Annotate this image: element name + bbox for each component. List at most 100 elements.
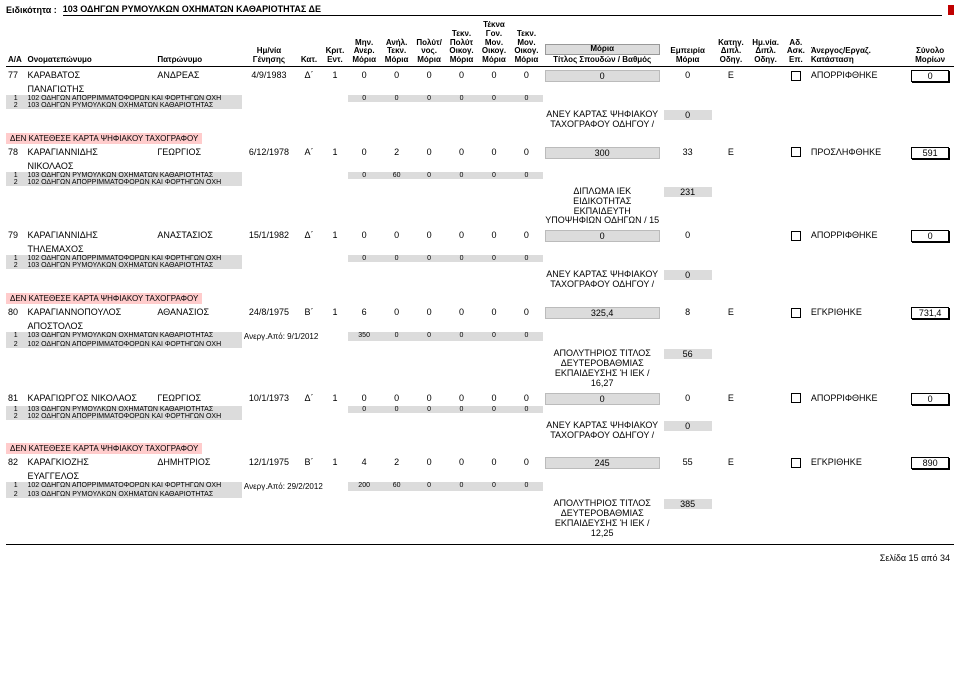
cell-name: ΚΑΡΑΓΚΙΟΖΗΣ bbox=[25, 456, 155, 470]
col-c5: Τέκνα Γον. Μον. Οικογ. Μόρια bbox=[478, 20, 510, 66]
cell-c5: 0 bbox=[478, 146, 510, 160]
col-aa: Α/Α bbox=[6, 20, 25, 66]
cell-status: ΕΓΚΡΙΘΗΚΕ bbox=[809, 456, 906, 470]
cell-ad bbox=[783, 392, 809, 406]
sub-s2: 0 bbox=[380, 332, 412, 341]
col-c2: Ανήλ. Τεκν. Μόρια bbox=[380, 20, 412, 66]
cell-moria: 325,4 bbox=[543, 306, 662, 320]
cell-ad bbox=[783, 456, 809, 470]
entry-row: 78 ΚΑΡΑΓΙΑΝΝΙΔΗΣ ΓΕΩΡΓΙΟΣ 6/12/1978 Α΄ 1… bbox=[6, 146, 954, 228]
cell-dipl1: Ε bbox=[714, 146, 749, 160]
sub-s6: 0 bbox=[510, 95, 542, 102]
cell-kat: Δ΄ bbox=[296, 392, 322, 406]
entry-sub-table: 1 102 ΟΔΗΓΩΝ ΑΠΟΡΡΙΜΜΑΤΟΦΟΡΩΝ ΚΑΙ ΦΟΡΤΗΓ… bbox=[6, 482, 954, 498]
sub-text: 102 ΟΔΗΓΩΝ ΑΠΟΡΡΙΜΜΑΤΟΦΟΡΩΝ ΚΑΙ ΦΟΡΤΗΓΩΝ… bbox=[25, 95, 241, 102]
cell-study: ΑΝΕΥ ΚΑΡΤΑΣ ΨΗΦΙΑΚΟΥ ΤΑΧΟΓΡΑΦΟΥ ΟΔΗΓΟΥ / bbox=[543, 109, 662, 131]
sub-text: 102 ΟΔΗΓΩΝ ΑΠΟΡΡΙΜΜΑΤΟΦΟΡΩΝ ΚΑΙ ΦΟΡΤΗΓΩΝ… bbox=[25, 482, 241, 491]
sub-num: 2 bbox=[6, 491, 25, 498]
cell-aa: 77 bbox=[6, 69, 25, 83]
cell-aa: 79 bbox=[6, 229, 25, 243]
cell-study-pts: 385 bbox=[662, 498, 714, 540]
warning-badge: ΔΕΝ ΚΑΤΕΘΕΣΕ ΚΑΡΤΑ ΨΗΦΙΑΚΟΥ ΤΑΧΟΓΡΑΦΟΥ bbox=[6, 443, 202, 454]
sub-text: 102 ΟΔΗΓΩΝ ΑΠΟΡΡΙΜΜΑΤΟΦΟΡΩΝ ΚΑΙ ΦΟΡΤΗΓΩΝ… bbox=[25, 413, 241, 420]
column-header-table: Α/Α Ονοματεπώνυμο Πατρώνυμο Ημ/νία Γένησ… bbox=[6, 20, 954, 67]
cell-father: ΔΗΜΗΤΡΙΟΣ bbox=[155, 456, 242, 470]
cell-c3: 0 bbox=[413, 456, 445, 470]
cell-study: ΑΝΕΥ ΚΑΡΤΑΣ ΨΗΦΙΑΚΟΥ ΤΑΧΟΓΡΑΦΟΥ ΟΔΗΓΟΥ / bbox=[543, 269, 662, 291]
entry-row: 77 ΚΑΡΑΒΑΤΟΣ ΑΝΔΡΕΑΣ 4/9/1983 Δ΄ 1 0 0 0… bbox=[6, 69, 954, 144]
cell-c2: 0 bbox=[380, 69, 412, 83]
cell-dob: 12/1/1975 bbox=[242, 456, 296, 470]
cell-c1: 0 bbox=[348, 146, 380, 160]
cell-c4: 0 bbox=[445, 392, 477, 406]
sub-s2: 0 bbox=[380, 95, 412, 102]
sub-s1: 0 bbox=[348, 172, 380, 179]
cell-c4: 0 bbox=[445, 229, 477, 243]
sub-note bbox=[242, 406, 348, 413]
sub-s5: 0 bbox=[478, 332, 510, 341]
cell-c4: 0 bbox=[445, 456, 477, 470]
specialty-header: Ειδικότητα : 103 ΟΔΗΓΩΝ ΡΥΜΟΥΛΚΩΝ ΟΧΗΜΑΤ… bbox=[6, 4, 954, 16]
entry-sub-table: 1 102 ΟΔΗΓΩΝ ΑΠΟΡΡΙΜΜΑΤΟΦΟΡΩΝ ΚΑΙ ΦΟΡΤΗΓ… bbox=[6, 95, 954, 109]
sub-s5: 0 bbox=[478, 172, 510, 179]
cell-exp: 0 bbox=[662, 229, 714, 243]
cell-dipl1: Ε bbox=[714, 306, 749, 320]
warning-badge: ΔΕΝ ΚΑΤΕΘΕΣΕ ΚΑΡΤΑ ΨΗΦΙΑΚΟΥ ΤΑΧΟΓΡΑΦΟΥ bbox=[6, 293, 202, 304]
checkbox-icon bbox=[791, 147, 801, 157]
cell-krit: 1 bbox=[322, 456, 348, 470]
cell-father: ΓΕΩΡΓΙΟΣ bbox=[155, 392, 242, 406]
cell-total: 591 bbox=[906, 146, 954, 160]
cell-study: ΑΠΟΛΥΤΗΡΙΟΣ ΤΙΤΛΟΣ ΔΕΥΤΕΡΟΒΑΘΜΙΑΣ ΕΚΠΑΙΔ… bbox=[543, 498, 662, 540]
sub-s3: 0 bbox=[413, 255, 445, 262]
cell-study: ΑΝΕΥ ΚΑΡΤΑΣ ΨΗΦΙΑΚΟΥ ΤΑΧΟΓΡΑΦΟΥ ΟΔΗΓΟΥ / bbox=[543, 420, 662, 442]
col-name: Ονοματεπώνυμο bbox=[25, 20, 155, 66]
col-moria-study: Μόρια Τίτλος Σπουδών / Βαθμός bbox=[543, 20, 662, 66]
cell-moria: 245 bbox=[543, 456, 662, 470]
cell-name: ΚΑΡΑΒΑΤΟΣ bbox=[25, 69, 155, 83]
sub-s3: 0 bbox=[413, 95, 445, 102]
cell-exp: 0 bbox=[662, 392, 714, 406]
cell-name: ΚΑΡΑΓΙΩΡΓΟΣ ΝΙΚΟΛΑΟΣ bbox=[25, 392, 155, 406]
cell-c6: 0 bbox=[510, 306, 542, 320]
cell-ad bbox=[783, 69, 809, 83]
cell-father: ΓΕΩΡΓΙΟΣ bbox=[155, 146, 242, 160]
cell-dob: 24/8/1975 bbox=[242, 306, 296, 320]
sub-s2: 60 bbox=[380, 482, 412, 491]
cell-c6: 0 bbox=[510, 392, 542, 406]
cell-ad bbox=[783, 306, 809, 320]
cell-name2: ΠΑΝΑΓΙΩΤΗΣ bbox=[25, 83, 954, 95]
cell-moria: 0 bbox=[543, 392, 662, 406]
sub-s4: 0 bbox=[445, 255, 477, 262]
entry-sub-table: 1 103 ΟΔΗΓΩΝ ΡΥΜΟΥΛΚΩΝ ΟΧΗΜΑΤΩΝ ΚΑΘΑΡΙΟΤ… bbox=[6, 406, 954, 420]
entry-sub-table: 1 103 ΟΔΗΓΩΝ ΡΥΜΟΥΛΚΩΝ ΟΧΗΜΑΤΩΝ ΚΑΘΑΡΙΟΤ… bbox=[6, 332, 954, 348]
cell-c6: 0 bbox=[510, 146, 542, 160]
specialty-label: Ειδικότητα : bbox=[6, 5, 57, 15]
entry-row: 82 ΚΑΡΑΓΚΙΟΖΗΣ ΔΗΜΗΤΡΙΟΣ 12/1/1975 Β΄ 1 … bbox=[6, 456, 954, 540]
sub-s1: 0 bbox=[348, 95, 380, 102]
cell-c1: 0 bbox=[348, 229, 380, 243]
cell-exp: 0 bbox=[662, 69, 714, 83]
cell-total: 890 bbox=[906, 456, 954, 470]
entry-study-row: ΔΙΠΛΩΜΑ ΙΕΚ ΕΙΔΙΚΟΤΗΤΑΣ ΕΚΠΑΙΔΕΥΤΗ ΥΠΟΨΗ… bbox=[6, 186, 954, 228]
cell-father: ΑΝΔΡΕΑΣ bbox=[155, 69, 242, 83]
sub-s6: 0 bbox=[510, 332, 542, 341]
cell-name: ΚΑΡΑΓΙΑΝΝΙΔΗΣ bbox=[25, 229, 155, 243]
col-dipl2: Ημ.νία. Διπλ. Οδηγ. bbox=[748, 20, 783, 66]
entry-row: 79 ΚΑΡΑΓΙΑΝΝΙΔΗΣ ΑΝΑΣΤΑΣΙΟΣ 15/1/1982 Δ΄… bbox=[6, 229, 954, 304]
cell-study-pts: 56 bbox=[662, 348, 714, 390]
entry-study-row: ΑΠΟΛΥΤΗΡΙΟΣ ΤΙΤΛΟΣ ΔΕΥΤΕΡΟΒΑΘΜΙΑΣ ΕΚΠΑΙΔ… bbox=[6, 498, 954, 540]
cell-kat: Α΄ bbox=[296, 146, 322, 160]
total-box: 0 bbox=[911, 230, 949, 242]
col-status: Άνεργος/Εργαζ. Κατάσταση bbox=[809, 20, 906, 66]
cell-aa: 78 bbox=[6, 146, 25, 160]
cell-exp: 55 bbox=[662, 456, 714, 470]
sub-num: 1 bbox=[6, 172, 25, 179]
sub-num: 1 bbox=[6, 406, 25, 413]
page-footer: Σελίδα 15 από 34 bbox=[6, 547, 954, 567]
cell-moria: 0 bbox=[543, 69, 662, 83]
sub-text: 102 ΟΔΗΓΩΝ ΑΠΟΡΡΙΜΜΑΤΟΦΟΡΩΝ ΚΑΙ ΦΟΡΤΗΓΩΝ… bbox=[25, 341, 241, 348]
sub-s1: 0 bbox=[348, 255, 380, 262]
cell-c1: 0 bbox=[348, 392, 380, 406]
cell-dipl2 bbox=[748, 392, 783, 406]
warning-badge: ΔΕΝ ΚΑΤΕΘΕΣΕ ΚΑΡΤΑ ΨΗΦΙΑΚΟΥ ΤΑΧΟΓΡΑΦΟΥ bbox=[6, 133, 202, 144]
